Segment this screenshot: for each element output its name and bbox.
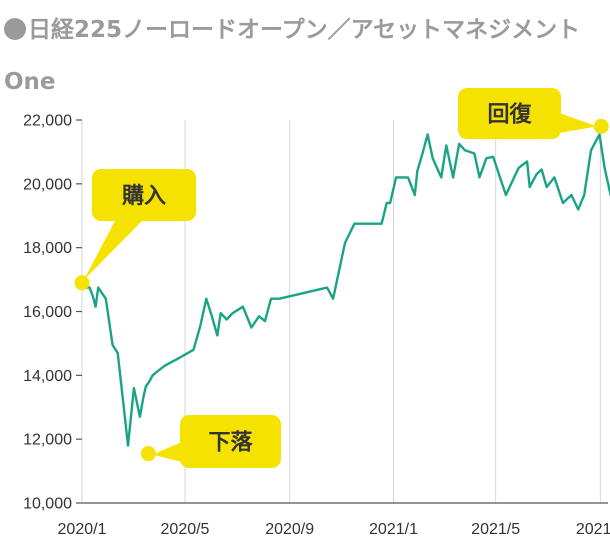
callout-label: 購入 xyxy=(122,184,166,209)
y-tick-label: 22,000 xyxy=(23,113,72,130)
annotation-callout: 下落 xyxy=(140,415,281,468)
chart-title: 日経225ノーロードオープン／アセットマネジメントOne xyxy=(4,4,604,108)
callout-label: 回復 xyxy=(487,102,532,128)
callout-box xyxy=(458,88,561,139)
annotation-callout: 回復 xyxy=(458,88,609,139)
y-tick-label: 12,000 xyxy=(23,432,72,449)
y-tick-label: 10,000 xyxy=(23,496,72,513)
y-tick-label: 20,000 xyxy=(23,176,72,193)
y-tick-label: 18,000 xyxy=(23,240,72,257)
x-axis-ticks: 2020/1 2020/5 2020/9 2021/1 2021/5 2021/9 xyxy=(58,521,610,538)
x-tick-label: 2020/9 xyxy=(265,521,314,538)
callout-pointer xyxy=(152,442,182,462)
callout-box xyxy=(180,415,281,468)
y-axis-ticks: 10,000 12,000 14,000 16,000 18,000 20,000 22,0… xyxy=(23,113,82,513)
x-tick-label: 2020/1 xyxy=(58,521,107,538)
chart-title-text: 日経225ノーロードオープン／アセットマネジメントOne xyxy=(4,17,581,95)
annotation-marker xyxy=(593,118,609,134)
x-tick-label: 2020/5 xyxy=(161,521,210,538)
x-tick-label: 2021/1 xyxy=(369,521,418,538)
callout-pointer xyxy=(559,113,598,133)
x-tick-label: 2021/5 xyxy=(471,521,520,538)
callout-box xyxy=(92,169,196,221)
annotation-marker xyxy=(140,446,156,462)
annotation-callout: 購入 xyxy=(74,169,196,291)
annotation-marker xyxy=(74,275,90,291)
callout-label: 下落 xyxy=(208,431,253,456)
y-tick-label: 14,000 xyxy=(23,368,72,385)
x-tick-label: 2021/9 xyxy=(576,521,610,538)
title-bullet-icon xyxy=(4,18,26,40)
price-series-line xyxy=(82,133,610,447)
callout-pointer xyxy=(84,219,144,280)
y-tick-label: 16,000 xyxy=(23,304,72,321)
